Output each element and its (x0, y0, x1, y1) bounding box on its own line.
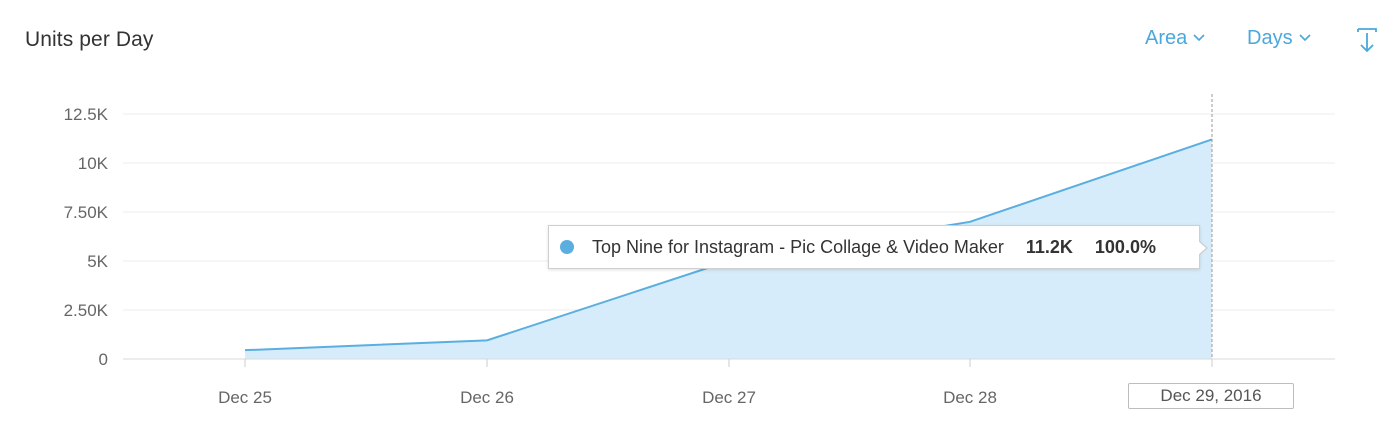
chevron-down-icon (1193, 34, 1205, 42)
series-color-dot (560, 240, 574, 254)
tooltip-series-name: Top Nine for Instagram - Pic Collage & V… (592, 236, 1004, 257)
y-tick-label: 0 (99, 350, 108, 369)
tooltip-percent: 100.0% (1094, 236, 1156, 257)
interval-label: Days (1247, 27, 1293, 49)
chart-type-label: Area (1145, 27, 1188, 49)
y-axis: 0 2.50K 5K 7.50K 10K 12.5K (64, 105, 109, 369)
tooltip: Top Nine for Instagram - Pic Collage & V… (548, 225, 1208, 269)
interval-dropdown[interactable]: Days (1247, 26, 1311, 50)
x-tick-label: Dec 26 (460, 388, 514, 407)
x-tick-label: Dec 28 (943, 388, 997, 407)
y-tick-label: 10K (78, 154, 109, 173)
tooltip-value: 11.2K (1025, 236, 1073, 257)
chart-type-dropdown[interactable]: Area (1145, 26, 1205, 50)
x-axis-labels: Dec 25 Dec 26 Dec 27 Dec 28 (218, 388, 997, 407)
x-tick-label: Dec 25 (218, 388, 272, 407)
x-axis (123, 358, 1335, 367)
highlighted-x-label: Dec 29, 2016 (1128, 383, 1294, 409)
y-tick-label: 12.5K (64, 105, 109, 124)
download-icon (1357, 28, 1377, 53)
chevron-down-icon (1299, 34, 1311, 42)
y-tick-label: 7.50K (64, 203, 109, 222)
chart-title: Units per Day (25, 28, 154, 51)
tooltip-arrow (1198, 240, 1208, 256)
download-button[interactable] (1355, 27, 1379, 55)
x-tick-label: Dec 27 (702, 388, 756, 407)
y-tick-label: 5K (87, 252, 108, 271)
series-area-fill (245, 139, 1212, 359)
y-tick-label: 2.50K (64, 301, 109, 320)
